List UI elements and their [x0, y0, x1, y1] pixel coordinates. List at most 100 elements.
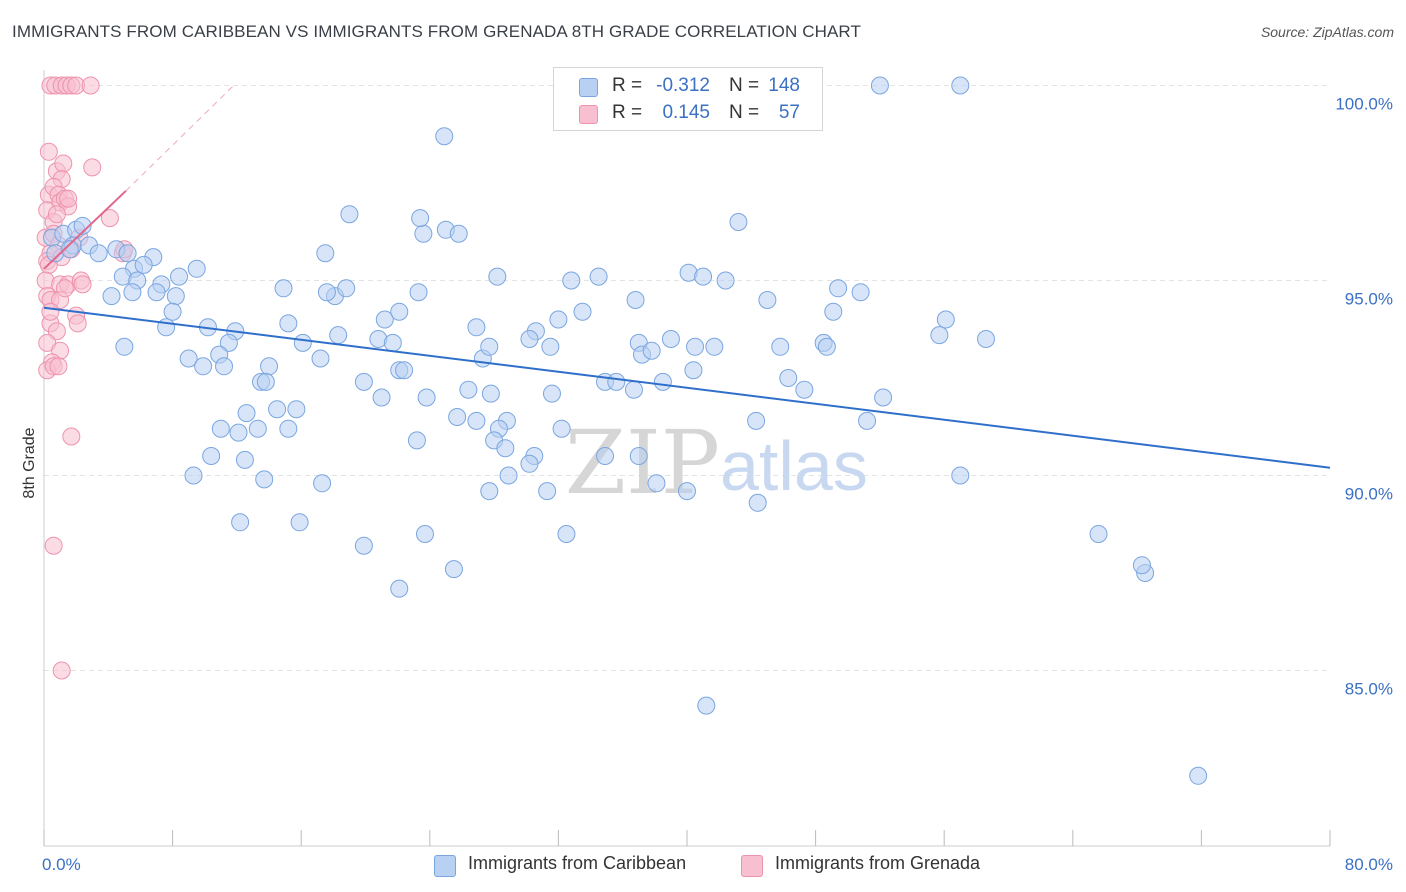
grenada-point [47, 205, 66, 224]
caribbean-point [480, 337, 499, 356]
caribbean-point [215, 357, 234, 376]
caribbean-point [874, 388, 893, 407]
caribbean-point [771, 337, 790, 356]
caribbean-point [279, 314, 298, 333]
watermark-atlas: atlas [720, 427, 868, 505]
caribbean-point [858, 411, 877, 430]
x-tick-label: 0.0% [42, 855, 81, 874]
r-value: 0.145 [662, 102, 710, 123]
caribbean-point [256, 372, 275, 391]
grenada-point [81, 76, 100, 95]
grenada-point [54, 154, 73, 173]
grenada-point [68, 314, 87, 333]
r-label: R = [612, 102, 643, 123]
caribbean-point [557, 525, 576, 543]
caribbean-point [60, 240, 79, 259]
caribbean-point [552, 419, 571, 438]
grenada-point [62, 427, 81, 446]
caribbean-point [390, 302, 409, 321]
stats-row-caribbean: R = -0.312 N = 148 [554, 75, 822, 101]
caribbean-point [686, 337, 705, 356]
caribbean-point [411, 209, 430, 228]
caribbean-point [596, 447, 615, 465]
caribbean-point [824, 302, 843, 321]
n-value: 148 [768, 75, 800, 96]
caribbean-point [748, 493, 767, 512]
caribbean-point [231, 513, 250, 532]
y-tick-label: 85.0% [1345, 680, 1393, 699]
caribbean-point [179, 349, 198, 368]
caribbean-point [520, 454, 539, 473]
caribbean-point [202, 447, 221, 465]
caribbean-point [73, 216, 92, 235]
y-axis-label: 8th Grade [21, 427, 38, 498]
caribbean-point [187, 259, 206, 278]
caribbean-point [248, 419, 267, 438]
grenada-point [52, 661, 71, 680]
caribbean-point [313, 474, 332, 493]
caribbean-point [758, 291, 777, 309]
n-label: N = [729, 75, 760, 96]
caribbean-point [219, 333, 238, 352]
caribbean-point [317, 283, 336, 302]
caribbean-swatch [579, 78, 598, 97]
caribbean-point [976, 330, 995, 348]
caribbean-point [449, 224, 468, 243]
caribbean-point [499, 466, 518, 485]
caribbean-point [678, 482, 696, 501]
caribbean-point [607, 372, 626, 391]
caribbean-point [829, 279, 848, 298]
r-label: R = [612, 75, 643, 96]
caribbean-point [729, 213, 748, 231]
caribbean-point [541, 337, 560, 356]
caribbean-point [235, 450, 254, 469]
caribbean-point [407, 431, 426, 450]
caribbean-point [795, 380, 814, 399]
tick-labels: 85.0% 90.0% 95.0% 100.0% 0.0% 80.0% [42, 95, 1393, 875]
r-value: -0.312 [656, 75, 710, 96]
caribbean-point [444, 560, 463, 579]
caribbean-point [268, 400, 287, 419]
caribbean-point [170, 267, 189, 286]
caribbean-point [260, 357, 279, 376]
y-tick-label: 95.0% [1345, 290, 1393, 309]
caribbean-point [480, 482, 499, 501]
caribbean-point [237, 404, 256, 423]
caribbean-point [626, 291, 645, 309]
caribbean-point [417, 388, 436, 407]
grenada-point [39, 142, 58, 161]
caribbean-point [542, 384, 561, 403]
caribbean-point [89, 244, 108, 263]
caribbean-point [414, 224, 433, 243]
caribbean-point [624, 380, 643, 399]
caribbean-point [549, 310, 568, 329]
caribbean-point [481, 384, 500, 403]
caribbean-point [1189, 766, 1208, 785]
chart-title: IMMIGRANTS FROM CARIBBEAN VS IMMIGRANTS … [12, 22, 861, 41]
caribbean-point [562, 271, 581, 290]
caribbean-point [229, 423, 248, 442]
y-tick-label: 90.0% [1345, 485, 1393, 504]
caribbean-point [375, 310, 394, 329]
caribbean-point [337, 279, 356, 298]
grenada-point [49, 357, 68, 376]
caribbean-point [697, 696, 716, 715]
caribbean-point [747, 411, 766, 430]
caribbean-point [684, 361, 703, 380]
caribbean-point [694, 267, 713, 286]
caribbean-point [316, 244, 335, 263]
caribbean-point [653, 372, 672, 391]
caribbean-point [538, 482, 557, 501]
caribbean-point [134, 255, 153, 274]
caribbean-point [951, 466, 970, 485]
caribbean-point [340, 205, 359, 224]
caribbean-point [520, 330, 539, 348]
caribbean-point [118, 244, 137, 263]
caribbean-trend-line [43, 306, 1331, 469]
caribbean-point [817, 337, 836, 356]
caribbean-point [287, 400, 306, 419]
caribbean-point [329, 326, 348, 345]
caribbean-point [589, 267, 608, 286]
grenada-trend-line [43, 190, 127, 270]
caribbean-points [43, 76, 1208, 785]
